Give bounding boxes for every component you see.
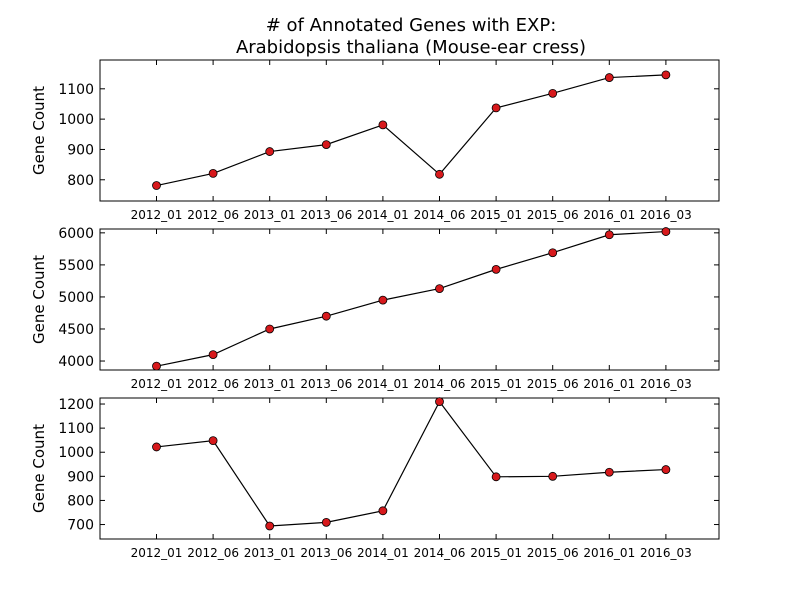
x-tick-label: 2013_01 bbox=[244, 546, 296, 560]
data-point bbox=[435, 169, 444, 179]
x-tick-label: 2015_01 bbox=[470, 546, 522, 560]
y-tick-label: 1100 bbox=[58, 421, 94, 437]
chart-title-line2: Arabidopsis thaliana (Mouse-ear cress) bbox=[236, 37, 586, 58]
series-line bbox=[156, 74, 666, 187]
x-tick-label: 2012_01 bbox=[131, 546, 183, 560]
data-point bbox=[378, 506, 388, 516]
data-point bbox=[548, 88, 558, 98]
y-tick-label: 900 bbox=[67, 142, 94, 158]
data-point bbox=[265, 521, 275, 531]
x-tick-label: 2016_03 bbox=[640, 546, 692, 560]
chart-panel-3: 700 800 900 1000 1100 1200 2012_01 2012_06 2013_… bbox=[30, 397, 720, 560]
y-axis-label: Gene Count bbox=[30, 424, 48, 513]
data-point bbox=[321, 140, 331, 150]
data-point bbox=[265, 324, 275, 334]
y-tick-label: 4000 bbox=[58, 354, 94, 370]
x-tick-label: 2016_03 bbox=[640, 377, 692, 391]
x-tick-label: 2012_06 bbox=[187, 208, 239, 222]
data-point bbox=[435, 284, 444, 294]
y-tick-label: 700 bbox=[67, 518, 94, 534]
x-tick-label: 2016_01 bbox=[583, 208, 635, 222]
data-point bbox=[321, 517, 331, 527]
x-tick-label: 2014_06 bbox=[414, 377, 466, 391]
x-tick-label: 2014_06 bbox=[414, 208, 466, 222]
data-point bbox=[378, 295, 388, 305]
y-tick-label: 1100 bbox=[58, 82, 94, 98]
data-point bbox=[208, 350, 218, 360]
axes-frame bbox=[99, 397, 720, 540]
x-tick-label: 2014_01 bbox=[357, 208, 409, 222]
axes-frame bbox=[99, 228, 720, 371]
y-tick-label: 4500 bbox=[58, 322, 94, 338]
x-tick-label: 2015_06 bbox=[527, 208, 579, 222]
chart-title-line1: # of Annotated Genes with EXP: bbox=[266, 15, 557, 36]
x-tick-label: 2016_03 bbox=[640, 208, 692, 222]
x-tick-label: 2012_06 bbox=[187, 546, 239, 560]
data-point bbox=[491, 472, 501, 482]
x-tick-label: 2015_01 bbox=[470, 208, 522, 222]
y-tick-label: 1200 bbox=[58, 397, 94, 413]
data-point bbox=[152, 181, 161, 190]
x-tick-label: 2014_01 bbox=[357, 377, 409, 391]
data-point bbox=[604, 467, 614, 477]
y-tick-label: 1000 bbox=[58, 112, 94, 128]
data-point bbox=[491, 264, 501, 274]
series-line bbox=[156, 400, 666, 527]
y-tick-label: 900 bbox=[67, 469, 94, 485]
x-tick-label: 2015_01 bbox=[470, 377, 522, 391]
data-point bbox=[548, 471, 558, 481]
data-point bbox=[604, 73, 614, 82]
x-tick-label: 2012_06 bbox=[187, 377, 239, 391]
data-point bbox=[321, 311, 331, 321]
x-tick-label: 2015_06 bbox=[527, 377, 579, 391]
chart-panels: 800 900 1000 1100 2012_01 2012_06 2013_01 2013_… bbox=[30, 59, 720, 560]
x-tick-label: 2014_01 bbox=[357, 546, 409, 560]
x-tick-label: 2013_06 bbox=[300, 377, 352, 391]
x-tick-label: 2016_01 bbox=[583, 377, 635, 391]
axes-frame bbox=[99, 59, 720, 202]
data-point bbox=[661, 465, 671, 474]
data-point bbox=[661, 227, 671, 236]
y-axis-label: Gene Count bbox=[30, 86, 48, 175]
data-point bbox=[208, 436, 218, 446]
y-tick-label: 5000 bbox=[58, 290, 94, 306]
x-tick-label: 2014_06 bbox=[414, 546, 466, 560]
y-tick-label: 1000 bbox=[58, 445, 94, 461]
x-tick-label: 2013_06 bbox=[300, 208, 352, 222]
x-tick-label: 2015_06 bbox=[527, 546, 579, 560]
y-tick-label: 800 bbox=[67, 493, 94, 509]
data-point bbox=[604, 230, 614, 240]
series-line bbox=[156, 230, 666, 367]
x-tick-label: 2016_01 bbox=[583, 546, 635, 560]
y-tick-label: 6000 bbox=[58, 226, 94, 242]
x-tick-label: 2012_01 bbox=[131, 208, 183, 222]
data-point bbox=[548, 248, 558, 258]
x-tick-label: 2013_01 bbox=[244, 208, 296, 222]
y-axis-label: Gene Count bbox=[30, 255, 48, 344]
chart-panel-2: 4000 4500 5000 5500 6000 2012_01 2012_06 2013_0… bbox=[30, 226, 720, 391]
y-tick-label: 5500 bbox=[58, 258, 94, 274]
x-tick-label: 2012_01 bbox=[131, 377, 183, 391]
data-point bbox=[208, 169, 218, 178]
data-point bbox=[491, 103, 501, 113]
data-point bbox=[378, 120, 388, 130]
y-tick-label: 800 bbox=[67, 173, 94, 189]
data-point bbox=[152, 361, 161, 371]
data-point bbox=[265, 147, 275, 156]
x-tick-label: 2013_06 bbox=[300, 546, 352, 560]
x-tick-label: 2013_01 bbox=[244, 377, 296, 391]
chart-panel-1: 800 900 1000 1100 2012_01 2012_06 2013_01 2013_… bbox=[30, 59, 720, 222]
data-point bbox=[661, 70, 671, 80]
data-point bbox=[152, 442, 161, 452]
data-point bbox=[435, 397, 444, 407]
